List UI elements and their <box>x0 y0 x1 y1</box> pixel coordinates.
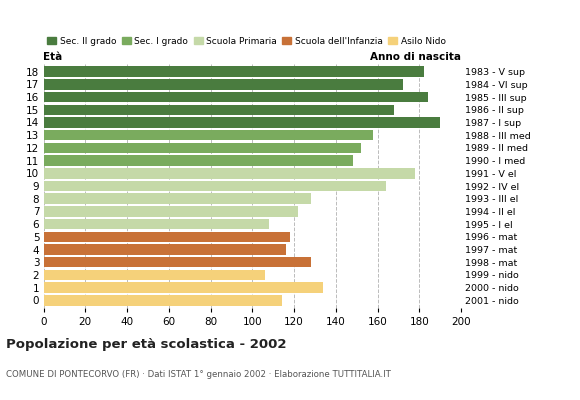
Text: COMUNE DI PONTECORVO (FR) · Dati ISTAT 1° gennaio 2002 · Elaborazione TUTTITALIA: COMUNE DI PONTECORVO (FR) · Dati ISTAT 1… <box>6 370 391 379</box>
Bar <box>44 206 298 217</box>
Bar <box>44 168 415 178</box>
Bar <box>44 92 427 102</box>
Bar <box>44 155 353 166</box>
Bar <box>44 244 286 255</box>
Text: Anno di nascita: Anno di nascita <box>370 52 461 62</box>
Bar <box>44 181 386 191</box>
Bar <box>44 66 423 77</box>
Bar <box>44 282 323 293</box>
Text: Età: Età <box>44 52 63 62</box>
Bar <box>44 232 290 242</box>
Bar <box>44 270 265 280</box>
Bar <box>44 295 281 306</box>
Bar <box>44 117 440 128</box>
Bar <box>44 257 311 268</box>
Bar <box>44 194 311 204</box>
Text: Popolazione per età scolastica - 2002: Popolazione per età scolastica - 2002 <box>6 338 287 351</box>
Legend: Sec. II grado, Sec. I grado, Scuola Primaria, Scuola dell'Infanzia, Asilo Nido: Sec. II grado, Sec. I grado, Scuola Prim… <box>44 33 450 49</box>
Bar <box>44 104 394 115</box>
Bar <box>44 130 374 140</box>
Bar <box>44 143 361 153</box>
Bar <box>44 219 269 229</box>
Bar <box>44 79 403 90</box>
